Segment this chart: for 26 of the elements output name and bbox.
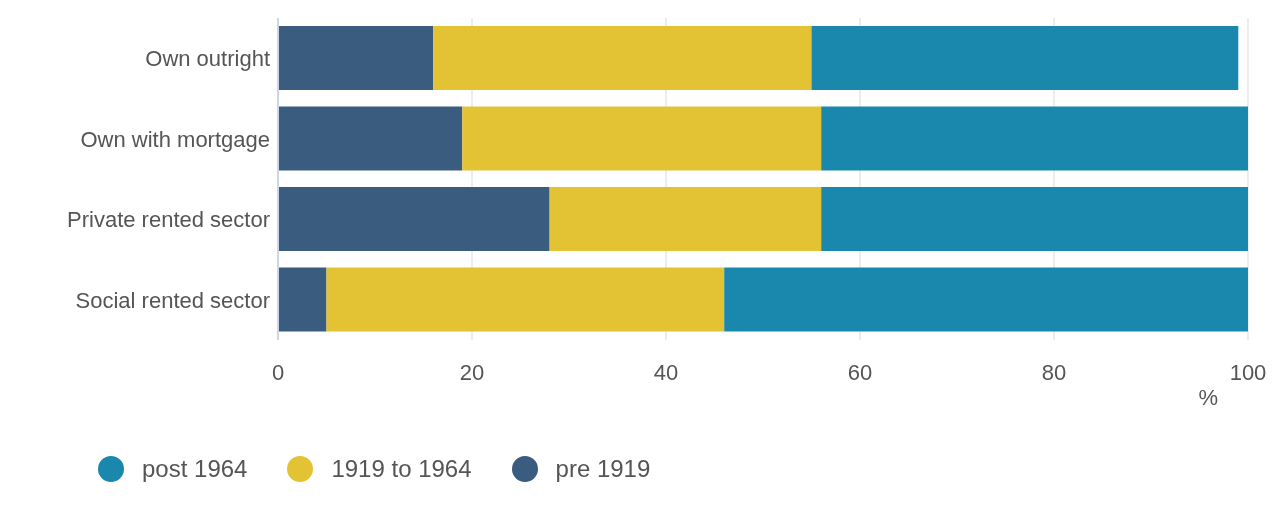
bar	[278, 106, 463, 171]
bar	[278, 26, 434, 91]
bar	[278, 267, 327, 332]
x-axis-title: %	[1198, 385, 1218, 410]
y-tick-label: Social rented sector	[75, 287, 270, 313]
legend-label: 1919 to 1964	[331, 455, 472, 483]
bar	[821, 187, 1248, 252]
y-tick-label: Private rented sector	[67, 207, 270, 233]
x-tick-label: 100	[1229, 359, 1267, 385]
x-tick-label: 20	[459, 359, 485, 385]
x-tick-label: 0	[271, 359, 285, 385]
legend-label: post 1964	[142, 455, 248, 483]
x-tick-label: 60	[847, 359, 873, 385]
bar	[821, 106, 1248, 171]
bar	[278, 187, 550, 252]
y-tick-label: Own with mortgage	[80, 126, 270, 152]
x-tick-label: 80	[1041, 359, 1067, 385]
y-tick-label: Own outright	[145, 46, 270, 72]
bar	[549, 187, 822, 252]
bar	[811, 26, 1239, 91]
legend-label: pre 1919	[555, 455, 651, 483]
bar	[433, 26, 812, 91]
bar	[462, 106, 822, 171]
bar	[724, 267, 1248, 332]
x-tick-label: 40	[653, 359, 679, 385]
bar	[326, 267, 725, 332]
